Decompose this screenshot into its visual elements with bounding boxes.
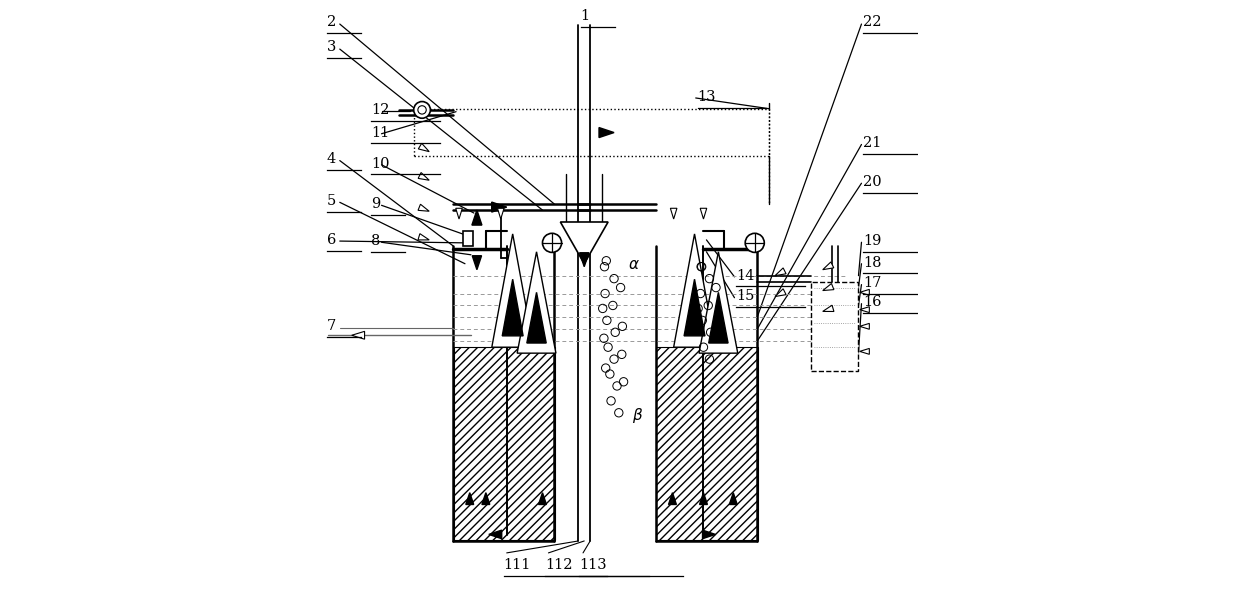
Polygon shape xyxy=(472,256,481,270)
Text: 20: 20 xyxy=(863,175,882,189)
Polygon shape xyxy=(859,349,869,355)
Polygon shape xyxy=(472,210,482,225)
Polygon shape xyxy=(418,234,429,240)
Text: 10: 10 xyxy=(371,156,389,171)
Text: 16: 16 xyxy=(863,295,882,310)
Polygon shape xyxy=(560,222,608,264)
Text: 22: 22 xyxy=(863,15,882,29)
Text: 113: 113 xyxy=(579,558,608,572)
Polygon shape xyxy=(684,279,706,336)
Polygon shape xyxy=(599,128,614,138)
Bar xyxy=(656,347,758,540)
Polygon shape xyxy=(822,305,835,311)
Polygon shape xyxy=(538,492,547,504)
Polygon shape xyxy=(701,208,707,219)
Polygon shape xyxy=(859,289,869,295)
Circle shape xyxy=(542,234,562,252)
Text: 4: 4 xyxy=(326,152,336,167)
Text: $\alpha$: $\alpha$ xyxy=(627,258,640,273)
Polygon shape xyxy=(579,253,589,267)
Polygon shape xyxy=(775,268,786,276)
Polygon shape xyxy=(775,289,786,297)
Polygon shape xyxy=(822,262,833,270)
Polygon shape xyxy=(668,492,676,504)
Text: 11: 11 xyxy=(371,126,389,140)
Circle shape xyxy=(414,102,430,118)
Polygon shape xyxy=(492,202,507,212)
Text: 17: 17 xyxy=(863,276,882,290)
Text: 21: 21 xyxy=(863,137,882,150)
Polygon shape xyxy=(418,143,429,152)
Text: 3: 3 xyxy=(326,40,336,55)
Polygon shape xyxy=(418,173,429,180)
Polygon shape xyxy=(699,492,707,504)
Bar xyxy=(464,231,472,246)
Polygon shape xyxy=(489,530,502,539)
Text: 12: 12 xyxy=(371,103,389,117)
Circle shape xyxy=(418,106,427,114)
Polygon shape xyxy=(671,208,677,219)
Polygon shape xyxy=(527,292,546,343)
Polygon shape xyxy=(673,234,715,347)
Text: 5: 5 xyxy=(326,194,336,208)
Polygon shape xyxy=(517,252,556,353)
Text: 6: 6 xyxy=(326,233,336,247)
Polygon shape xyxy=(709,292,728,343)
Polygon shape xyxy=(497,208,503,219)
Text: 13: 13 xyxy=(698,90,715,104)
Polygon shape xyxy=(456,208,463,219)
Text: 9: 9 xyxy=(371,197,379,211)
Bar xyxy=(414,108,769,156)
Text: 8: 8 xyxy=(371,234,381,248)
Polygon shape xyxy=(859,323,869,329)
Text: 14: 14 xyxy=(737,268,755,283)
Text: $\beta$: $\beta$ xyxy=(632,406,644,425)
Text: 7: 7 xyxy=(326,319,336,333)
Text: 19: 19 xyxy=(863,234,882,248)
Text: 2: 2 xyxy=(326,15,336,29)
Circle shape xyxy=(745,234,764,252)
Polygon shape xyxy=(703,530,715,539)
Polygon shape xyxy=(418,204,429,211)
Bar xyxy=(811,282,858,371)
Polygon shape xyxy=(729,492,738,504)
Polygon shape xyxy=(859,307,869,313)
Polygon shape xyxy=(699,252,738,353)
Polygon shape xyxy=(466,492,474,504)
Text: 15: 15 xyxy=(737,289,755,303)
Polygon shape xyxy=(502,279,523,336)
Text: 111: 111 xyxy=(503,558,531,572)
Polygon shape xyxy=(822,283,833,291)
Text: 18: 18 xyxy=(863,256,882,270)
Text: 1: 1 xyxy=(580,10,590,23)
Polygon shape xyxy=(482,492,490,504)
Bar xyxy=(454,347,556,540)
Text: 112: 112 xyxy=(546,558,573,572)
Polygon shape xyxy=(352,331,365,339)
Polygon shape xyxy=(492,234,533,347)
